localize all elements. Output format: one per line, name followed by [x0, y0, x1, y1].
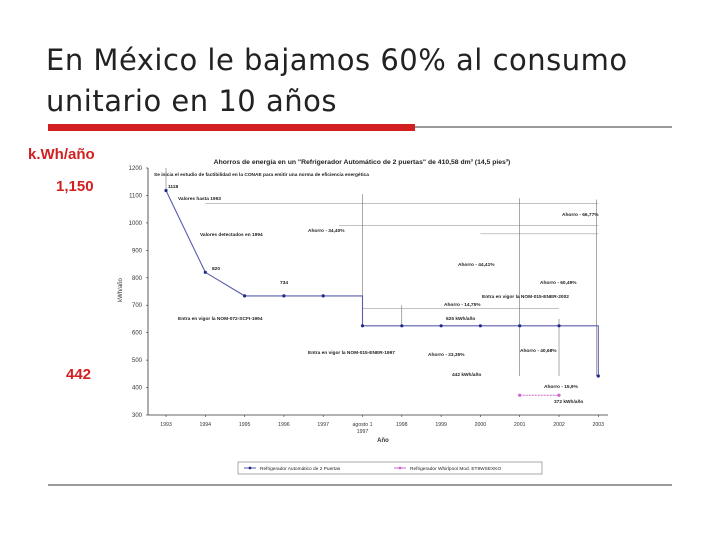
annotation-16: Ahorro - 40,68%	[520, 348, 557, 354]
x-tick-label-8: 2000	[475, 422, 487, 428]
x-tick-label-0: 1993	[160, 422, 172, 428]
y-tick-label-4: 700	[132, 303, 143, 309]
legend-box	[237, 461, 543, 475]
series-0-point-6	[400, 324, 404, 328]
x-tick-label-5: agosto 1	[353, 422, 373, 428]
x-tick-label-4: 1997	[317, 422, 329, 428]
legend: Refrigerador Automático de 2 Puertas Refr…	[237, 461, 543, 475]
y-tick-label-0: 300	[132, 413, 143, 419]
annotation-13: Ahorro - 60,49%	[540, 280, 577, 286]
series-0-point-7	[439, 324, 443, 328]
y-tick-label-5: 800	[132, 276, 143, 282]
series-line-0	[165, 190, 599, 377]
annotation-0: Se inicia el estudio de factibilidad en …	[154, 172, 369, 178]
annotation-1: 1118	[168, 184, 178, 190]
series-0-point-1	[203, 270, 207, 274]
x-tick-label-5-line2: 1997	[357, 429, 369, 435]
series-0-point-3	[282, 294, 286, 298]
y-tick-label-3: 600	[132, 331, 143, 337]
annotation-18: Ahorro - 15,9%	[544, 384, 579, 390]
series-0-point-4	[321, 294, 325, 298]
side-value-low: 442	[66, 366, 92, 383]
x-tick-label-2: 1995	[239, 422, 251, 428]
annotation-2: Valores hasta 1993	[178, 196, 221, 202]
legend-entry-0: Refrigerador Automático de 2 Puertas	[260, 466, 341, 472]
x-tick-label-10: 2002	[553, 422, 565, 428]
series-0-point-8	[478, 324, 482, 328]
y-tick-label-2: 500	[132, 358, 143, 364]
series-1-point-0	[518, 393, 522, 397]
annotation-4: 820	[212, 266, 220, 272]
annotation-7: Ahorro - 34,40%	[308, 228, 345, 234]
annotation-10: Entra en vigor la NOM-015-ENER-1997	[308, 350, 395, 356]
annotations: Se inicia el estudio de factibilidad en …	[154, 172, 599, 405]
y-tick-label-8: 1100	[129, 193, 143, 199]
annotation-17: 442 kWh/año	[452, 372, 481, 378]
title-underline-gray	[415, 126, 672, 128]
series-0-point-0	[164, 188, 168, 193]
chart-title: Ahorros de energía en un "Refrigerador A…	[214, 159, 511, 166]
x-tick-label-7: 1999	[435, 422, 447, 428]
y-axis-label: kWh/año	[118, 278, 124, 302]
y-tick-label-7: 1000	[129, 221, 143, 227]
energy-savings-chart: Ahorros de energía en un "Refrigerador A…	[108, 150, 620, 480]
annotation-8: Ahorro - 14,75%	[444, 302, 481, 308]
series-0-point-9	[518, 324, 522, 328]
series-0-point-5	[360, 324, 365, 328]
title-underline-red	[48, 124, 415, 131]
series-1-point-1	[557, 393, 561, 397]
legend-entry-1: Refrigerador Whirlpool Mod. ET9WSEXKO	[410, 466, 501, 472]
y-tick-label-1: 400	[132, 386, 143, 392]
series-0-point-2	[243, 294, 247, 298]
chart-background	[108, 150, 620, 480]
legend-marker-1	[398, 466, 402, 470]
annotation-11: Ahorro - 23,35%	[428, 352, 465, 358]
legend-marker-0	[248, 466, 252, 470]
annotation-3: Valores detectados en 1994	[200, 232, 263, 238]
y-tick-label-9: 1200	[129, 166, 143, 172]
annotation-15: Ahorro - 66,77%	[562, 212, 599, 218]
x-tick-label-11: 2003	[593, 422, 605, 428]
annotation-5: 734	[280, 280, 288, 286]
series-group	[164, 188, 600, 397]
series-0-point-10	[557, 324, 561, 328]
annotation-19: 372 kWh/año	[554, 399, 583, 405]
annotation-14: Entra en vigor la NOM-015-ENER-2002	[482, 294, 569, 300]
footer-divider	[48, 484, 672, 486]
annotation-9: 625 kWh/año	[446, 316, 475, 322]
side-unit-label: k.Wh/año	[28, 146, 95, 163]
annotation-6: Entra en vigor la NOM-072-SCFI-1994	[178, 316, 263, 322]
y-tick-labels: 300 400 500 600 700 800 900 1000 1100 1200	[129, 166, 148, 419]
annotation-12: Ahorro - 44,41%	[458, 262, 495, 268]
slide-title: En México le bajamos 60% al consumo unit…	[46, 43, 628, 118]
x-tick-label-9: 2001	[514, 422, 526, 428]
side-value-high: 1,150	[56, 178, 94, 195]
x-axis-label: Año	[377, 438, 389, 444]
x-tick-label-1: 1994	[200, 422, 212, 428]
series-0-point-11	[596, 374, 600, 378]
x-tick-label-3: 1996	[278, 422, 290, 428]
y-tick-label-6: 900	[132, 248, 143, 254]
x-tick-label-6: 1998	[396, 422, 408, 428]
